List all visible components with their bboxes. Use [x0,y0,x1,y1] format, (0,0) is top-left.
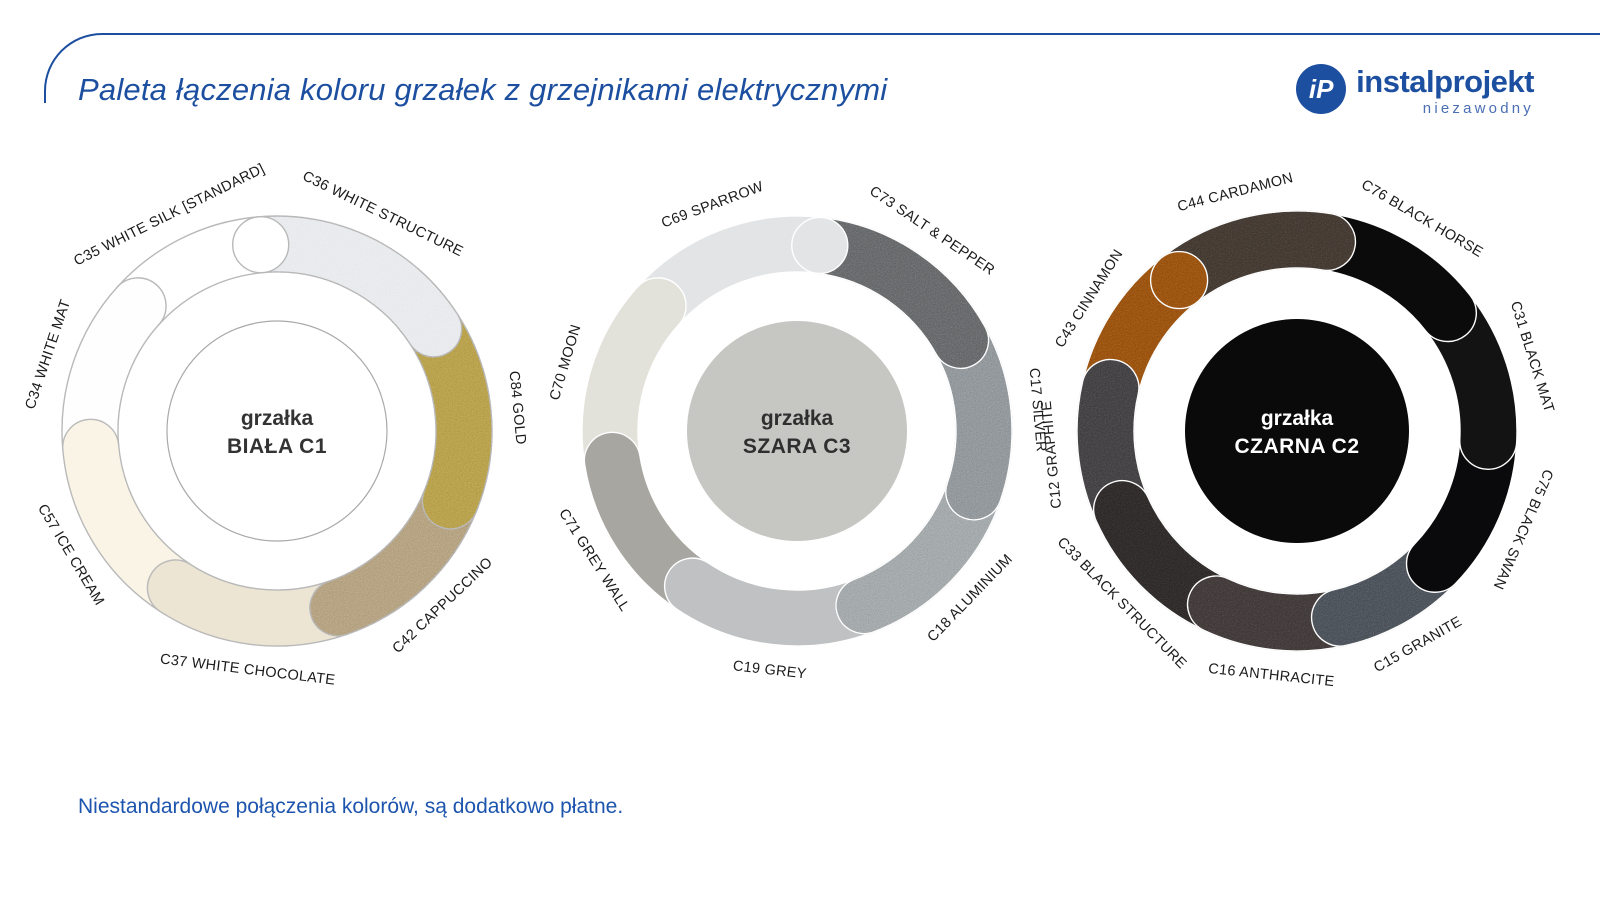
donut-center-label-line2: SZARA C3 [743,435,851,458]
segment-endcap-c35-white-silk-standard [232,216,290,274]
segment-c44-cardamon [1160,210,1357,304]
segment-c18-aluminium [835,481,1002,635]
segment-c19-grey [663,557,875,647]
segment-endcap-c69-sparrow [791,216,849,275]
logo-brand-text: instalprojekt [1356,64,1534,99]
segment-label-c70-moon: C70 MOON [547,323,585,402]
segment-c17-silver [935,325,1013,521]
segment-c12-graphite [1076,358,1150,522]
segment-c57-ice-cream [62,418,192,613]
donut-center-label-line1: grzałka [241,407,314,430]
segment-endcap-c43-cinnamon [1149,250,1209,310]
logo-icon: iP [1296,64,1347,114]
segment-c34-white-mat [61,277,167,451]
segment-c42-cappuccino [309,489,478,637]
logo-tagline: niezawodny [1422,99,1534,117]
segment-c84-gold [409,312,493,530]
donut-center-label-line1: grzałka [761,407,834,430]
segment-c37-white-chocolate [146,559,348,647]
donut-center-biala-c1 [166,320,388,542]
footer-note: Niestandardowe połączenia kolorów, są do… [78,795,624,818]
logo-text-block: instalprojekt niezawodny [1356,64,1534,117]
brand-logo: iP instalprojekt niezawodny [1296,64,1534,117]
segment-c36-white-structure [257,215,463,358]
segment-label-c16-anthracite: C16 ANTHRACITE [1207,661,1335,690]
segment-label-c44-cardamon: C44 CARDAMON [1176,170,1295,215]
segment-label-c12-graphite: C12 GRAPHITE [1039,400,1065,509]
logo-icon-text: iP [1308,73,1334,104]
page-title: Paleta łączenia koloru grzałek z grzejni… [78,72,888,107]
donut-center-label-line2: CZARNA C2 [1234,435,1359,458]
segment-label-c19-grey: C19 GREY [732,658,807,682]
segment-c75-black-swan [1405,438,1518,593]
donut-center-label-line1: grzałka [1261,407,1334,430]
segment-c76-black-horse [1321,212,1477,343]
segment-label-c17-silver: C17 SILVER [1026,367,1049,452]
segment-c73-salt-pepper [815,216,990,370]
segment-label-c37-white-chocolate: C37 WHITE CHOCOLATE [159,651,336,688]
donut-center-czarna-c2 [1185,319,1409,543]
segment-c70-moon [581,277,687,466]
donut-center-szara-c3 [687,321,907,541]
segment-label-c84-gold: C84 GOLD [506,370,529,445]
donut-center-label-line2: BIAŁA C1 [227,435,327,458]
segment-c16-anthracite [1186,575,1348,652]
